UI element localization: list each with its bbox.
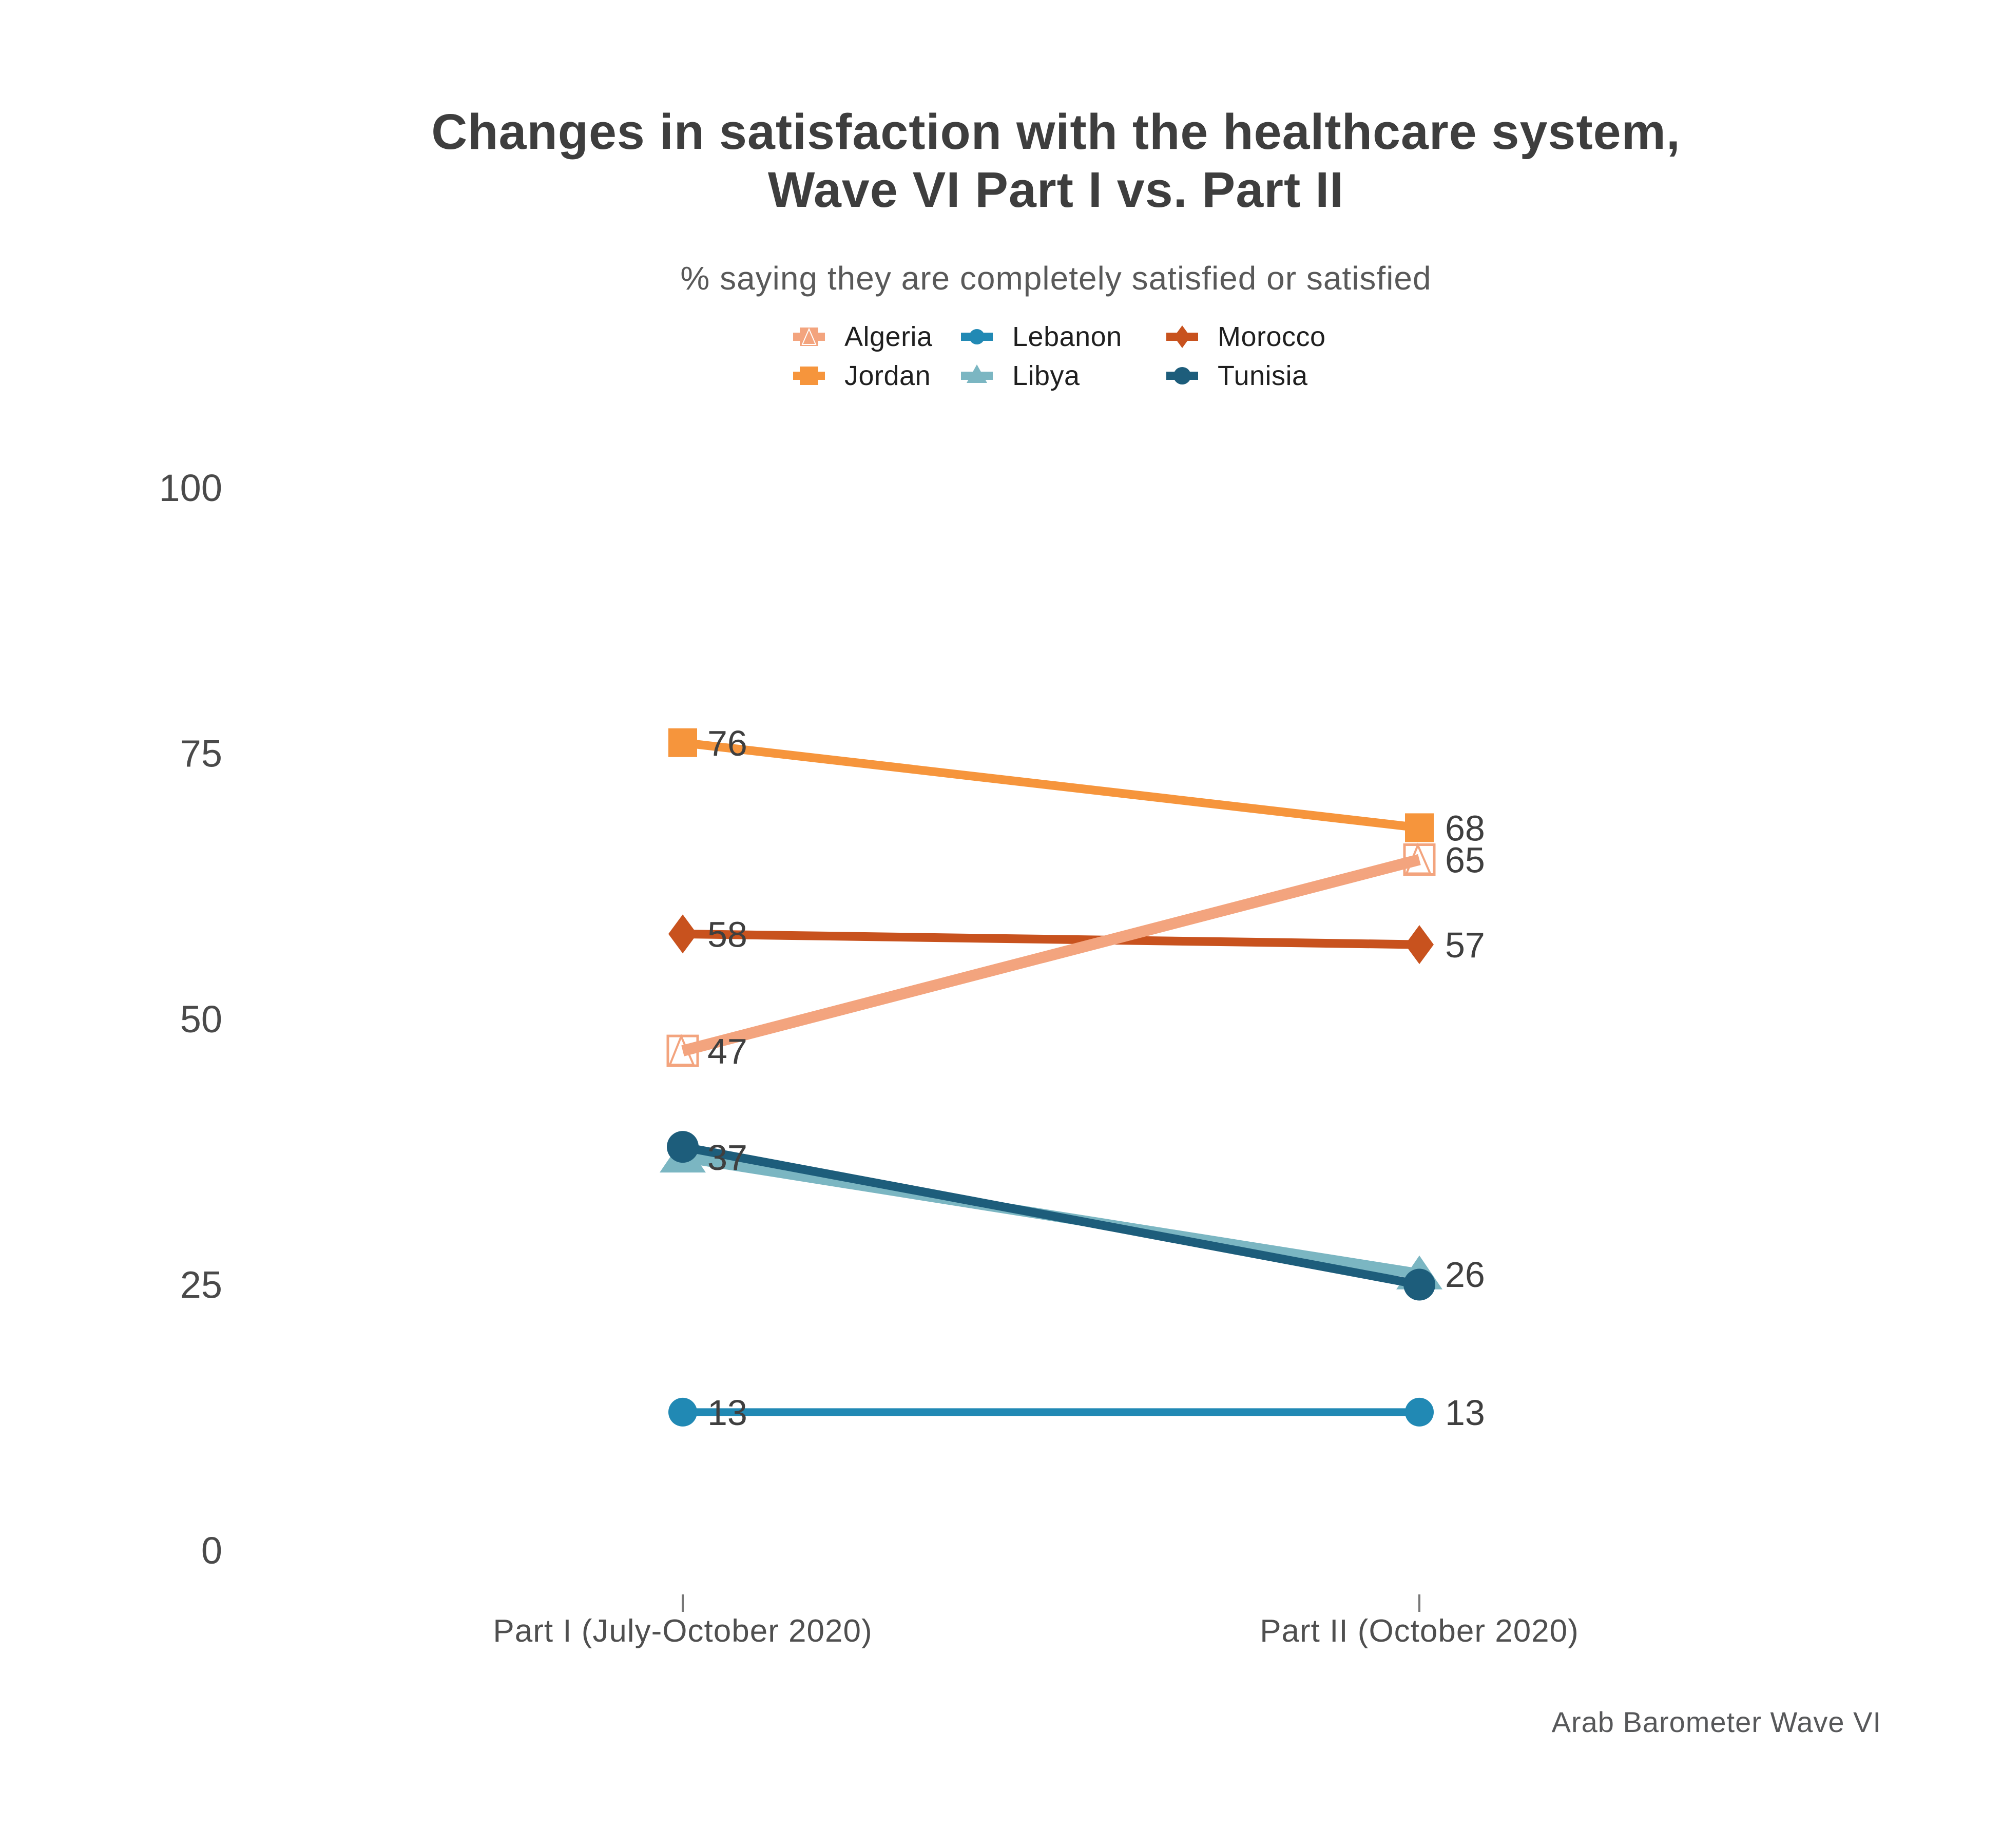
chart-title-line1: Changes in satisfaction with the healthc… — [431, 104, 1681, 160]
jordan-part1-value-label: 76 — [707, 723, 747, 763]
tunisia-part1-marker — [667, 1131, 699, 1163]
legend-label-algeria: Algeria — [844, 321, 933, 352]
algeria-part1-value-label: 47 — [707, 1031, 747, 1071]
y-axis-tick-label-0: 0 — [201, 1529, 222, 1572]
tunisia-series-marker-icon — [1166, 367, 1198, 384]
legend-item-libya: Libya — [961, 360, 1166, 392]
libya-part2-value-label: 26 — [1445, 1255, 1485, 1295]
legend-item-jordan: Jordan — [793, 360, 961, 392]
morocco-series-marker-icon — [1166, 325, 1198, 348]
lebanon-series-marker-icon — [961, 329, 993, 344]
legend-item-tunisia: Tunisia — [1166, 360, 1336, 392]
tunisia-part1-value-label: 37 — [707, 1138, 747, 1178]
legend: Algeria Jordan Lebanon Libya Morocco Tunisia — [793, 317, 1336, 395]
morocco-part2-value-label: 57 — [1445, 925, 1485, 965]
lebanon-part2-marker — [1405, 1397, 1434, 1427]
jordan-line — [682, 738, 1420, 832]
morocco-part2-marker — [1405, 925, 1434, 965]
legend-label-jordan: Jordan — [844, 360, 931, 391]
x-axis-label-part1: Part I (July-October 2020) — [493, 1613, 872, 1649]
legend-label-morocco: Morocco — [1218, 321, 1326, 352]
y-axis-tick-label-25: 25 — [180, 1264, 222, 1306]
y-axis-tick-label-50: 50 — [180, 998, 222, 1041]
morocco-line — [682, 929, 1420, 949]
source-caption: Arab Barometer Wave VI — [1551, 1706, 1881, 1738]
legend-item-morocco: Morocco — [1166, 321, 1336, 353]
chart-subtitle: % saying they are completely satisfied o… — [680, 259, 1432, 297]
lebanon-part2-value-label: 13 — [1445, 1393, 1485, 1433]
legend-label-lebanon: Lebanon — [1012, 321, 1122, 352]
legend-item-algeria: Algeria — [793, 321, 961, 353]
lebanon-part1-value-label: 13 — [707, 1393, 747, 1433]
chart-title-line2: Wave VI Part I vs. Part II — [767, 162, 1344, 218]
morocco-part1-value-label: 58 — [707, 914, 747, 954]
algeria-line — [681, 854, 1421, 1056]
legend-item-lebanon: Lebanon — [961, 321, 1166, 353]
algeria-part2-value-label: 65 — [1445, 840, 1485, 880]
tunisia-line — [682, 1142, 1420, 1289]
jordan-series-marker-icon — [793, 367, 825, 385]
legend-label-tunisia: Tunisia — [1218, 360, 1308, 391]
libya-part1-value-label: 37 — [707, 1138, 747, 1178]
x-axis-label-part2: Part II (October 2020) — [1260, 1613, 1579, 1649]
jordan-part2-value-label: 68 — [1445, 808, 1485, 848]
y-axis-tick-label-100: 100 — [159, 467, 222, 509]
libya-series-marker-icon — [961, 364, 993, 383]
morocco-part1-marker — [668, 914, 697, 954]
chart-title: Changes in satisfaction with the healthc… — [106, 103, 2002, 219]
tunisia-part2-marker — [1403, 1268, 1435, 1301]
y-axis-tick-label-75: 75 — [180, 733, 222, 775]
chart-header: Changes in satisfaction with the healthc… — [106, 103, 2002, 297]
jordan-part2-marker — [1405, 813, 1434, 842]
jordan-part1-marker — [668, 728, 697, 757]
legend-label-libya: Libya — [1012, 360, 1080, 391]
lebanon-part1-marker — [668, 1397, 697, 1427]
algeria-series-marker-icon — [793, 328, 825, 346]
